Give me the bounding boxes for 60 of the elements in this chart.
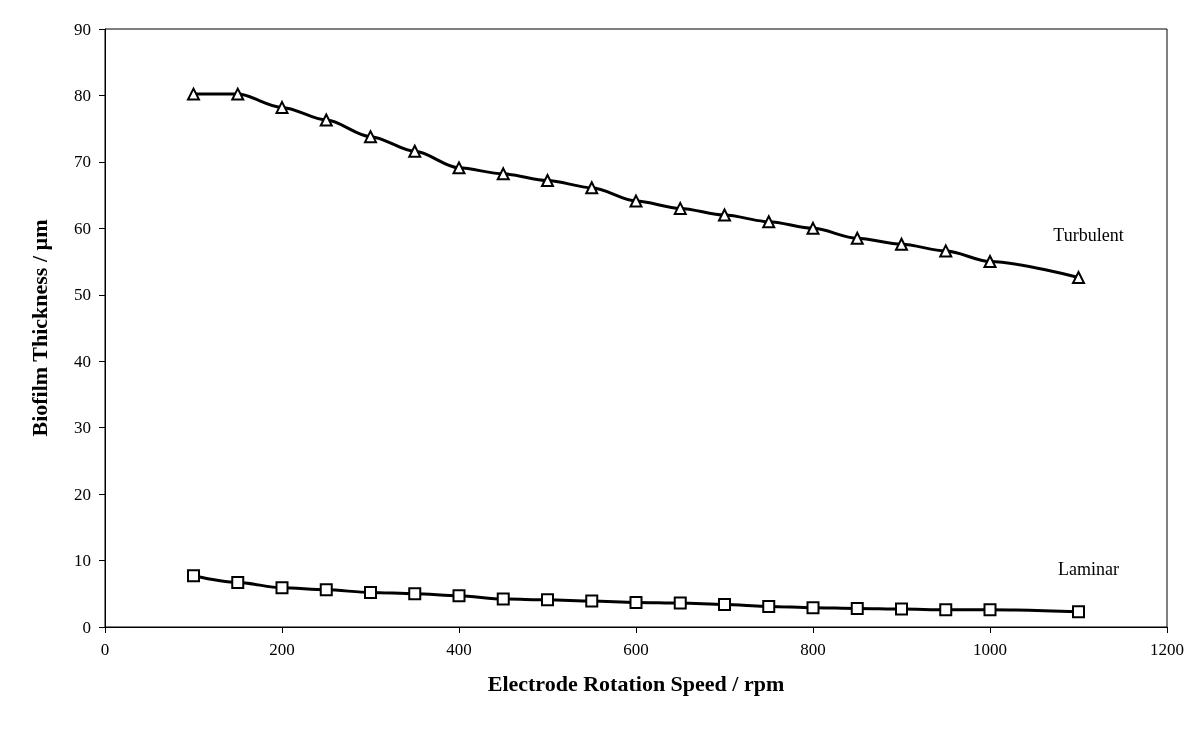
point xyxy=(983,603,997,617)
y-tick-label: 30 xyxy=(74,418,91,438)
point xyxy=(1072,605,1085,619)
x-tick-label: 800 xyxy=(800,640,826,659)
y-tick-label: 90 xyxy=(74,19,91,39)
point xyxy=(806,601,820,615)
x-tick-label: 400 xyxy=(446,640,472,659)
point xyxy=(275,100,289,114)
point xyxy=(408,144,422,158)
x-tick-label: 1000 xyxy=(973,640,1007,659)
point xyxy=(364,130,377,144)
y-tick-label: 80 xyxy=(74,85,91,105)
point xyxy=(364,585,377,599)
y-tick-label: 50 xyxy=(74,285,91,305)
point xyxy=(452,161,466,175)
point xyxy=(231,575,245,589)
point xyxy=(408,587,422,601)
point xyxy=(496,592,510,606)
point xyxy=(275,581,289,595)
point xyxy=(629,194,643,208)
point xyxy=(673,201,687,215)
point xyxy=(718,597,731,611)
point xyxy=(319,113,333,127)
point xyxy=(850,231,864,245)
x-tick-label: 0 xyxy=(100,640,110,659)
x-tick-label: 600 xyxy=(623,640,649,659)
point xyxy=(895,602,908,616)
point xyxy=(629,595,643,609)
point xyxy=(939,603,953,617)
point xyxy=(939,244,953,258)
y-tick-label: 20 xyxy=(74,484,91,504)
x-axis-title: Electrode Rotation Speed / rpm xyxy=(487,670,785,696)
point xyxy=(452,589,466,603)
y-tick-label: 40 xyxy=(74,351,91,371)
point xyxy=(895,237,908,251)
point xyxy=(806,221,820,235)
point xyxy=(585,594,599,608)
point xyxy=(231,87,245,101)
point xyxy=(187,87,200,101)
point xyxy=(541,173,554,187)
point xyxy=(718,208,731,222)
y-tick-label: 0 xyxy=(82,617,91,637)
point xyxy=(762,215,776,229)
point xyxy=(541,593,554,607)
point xyxy=(983,255,997,269)
x-tick-label: 200 xyxy=(269,640,295,659)
point xyxy=(585,181,599,195)
point xyxy=(673,596,687,610)
point xyxy=(762,599,776,613)
y-axis-title: Biofilm Thickness / µm xyxy=(26,219,52,437)
point xyxy=(187,569,200,583)
y-tick-label: 10 xyxy=(74,551,91,571)
y-tick-label: 70 xyxy=(74,152,91,172)
series-label: Turbulent xyxy=(1053,225,1124,245)
y-tick-label: 60 xyxy=(74,218,91,238)
point xyxy=(496,167,510,181)
point xyxy=(319,583,333,597)
x-tick-label: 1200 xyxy=(1150,640,1184,659)
series-label: Laminar xyxy=(1058,559,1119,580)
point xyxy=(850,601,864,615)
